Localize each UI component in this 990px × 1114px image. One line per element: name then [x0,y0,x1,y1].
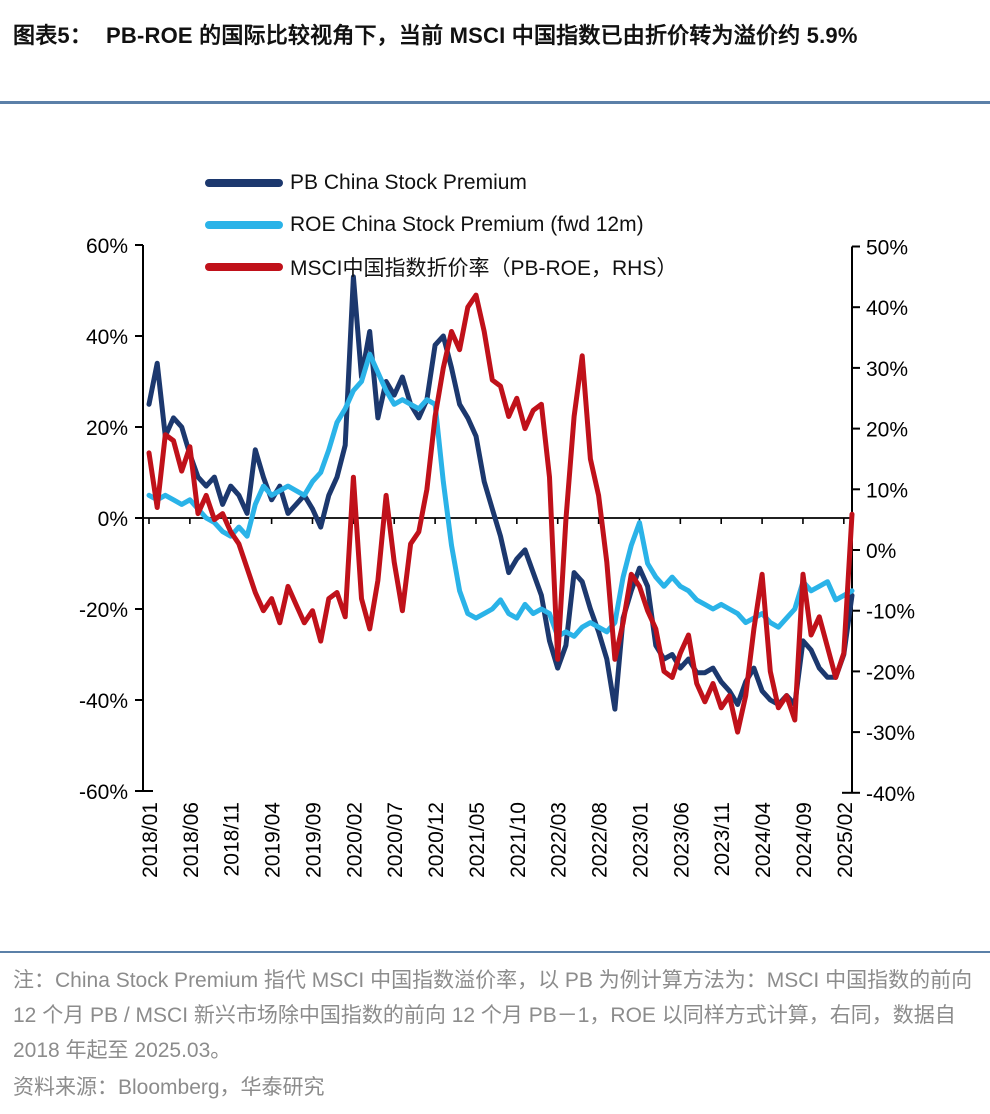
svg-text:2022/08: 2022/08 [589,802,612,878]
svg-text:-20%: -20% [866,661,915,684]
chart-legend: PB China Stock Premium ROE China Stock P… [205,162,677,288]
legend-item-roe: ROE China Stock Premium (fwd 12m) [205,204,677,246]
chart-area: 60% 40% 20% 0% -20% -40% -60% 50% 40% 30% 20% 10% 0%… [0,130,990,950]
svg-text:2024/04: 2024/04 [752,802,775,878]
svg-text:2023/01: 2023/01 [629,802,652,878]
svg-text:2019/04: 2019/04 [262,802,285,878]
svg-text:10%: 10% [866,479,908,502]
figure-footer: 注：China Stock Premium 指代 MSCI 中国指数溢价率，以 … [0,951,990,1105]
svg-text:2020/02: 2020/02 [343,802,366,878]
legend-label: MSCI中国指数折价率（PB-ROE，RHS） [290,257,678,280]
svg-text:-40%: -40% [866,783,915,806]
svg-text:2023/11: 2023/11 [711,802,734,876]
figure-header: 图表5： PB-ROE 的国际比较视角下，当前 MSCI 中国指数已由折价转为溢价… [0,0,990,104]
data-source: 资料来源：Bloomberg，华泰研究 [13,1076,325,1099]
legend-swatch-red [205,263,283,271]
chart-footnote: 注：China Stock Premium 指代 MSCI 中国指数溢价率，以 … [13,969,973,1062]
svg-text:2018/01: 2018/01 [139,802,162,878]
svg-text:0%: 0% [866,540,896,563]
svg-text:2024/09: 2024/09 [793,802,816,878]
page-title: 图表5： PB-ROE 的国际比较视角下，当前 MSCI 中国指数已由折价转为溢价… [13,14,976,58]
svg-text:2020/12: 2020/12 [425,802,448,878]
svg-text:20%: 20% [866,419,908,442]
svg-text:2019/09: 2019/09 [302,802,325,878]
figure-title-text: PB-ROE 的国际比较视角下，当前 MSCI 中国指数已由折价转为溢价约 5.… [106,23,858,48]
svg-text:2018/11: 2018/11 [221,802,244,876]
svg-text:2023/06: 2023/06 [670,802,693,878]
legend-item-msci: MSCI中国指数折价率（PB-ROE，RHS） [205,246,677,288]
legend-swatch-navy [205,179,283,187]
svg-text:2018/06: 2018/06 [180,802,203,878]
svg-text:2020/07: 2020/07 [384,802,407,878]
svg-text:30%: 30% [866,358,908,381]
legend-label: ROE China Stock Premium (fwd 12m) [290,213,644,236]
svg-text:40%: 40% [86,326,128,349]
svg-text:2021/05: 2021/05 [466,802,489,878]
legend-item-pb: PB China Stock Premium [205,162,677,204]
svg-text:50%: 50% [866,237,908,260]
legend-swatch-cyan [205,221,283,229]
svg-text:-30%: -30% [866,722,915,745]
svg-text:-60%: -60% [79,781,128,804]
svg-text:40%: 40% [866,297,908,320]
svg-text:20%: 20% [86,417,128,440]
svg-text:60%: 60% [86,235,128,258]
svg-text:-20%: -20% [79,599,128,622]
svg-text:2022/03: 2022/03 [548,802,571,878]
svg-text:-10%: -10% [866,601,915,624]
svg-text:2021/10: 2021/10 [507,802,530,878]
svg-text:0%: 0% [98,508,128,531]
svg-text:-40%: -40% [79,690,128,713]
legend-label: PB China Stock Premium [290,171,527,194]
line-chart-canvas: 60% 40% 20% 0% -20% -40% -60% 50% 40% 30% 20% 10% 0%… [79,235,915,878]
figure-number-label: 图表5： [13,23,93,48]
svg-text:2025/02: 2025/02 [834,802,857,878]
title-divider [0,101,990,104]
